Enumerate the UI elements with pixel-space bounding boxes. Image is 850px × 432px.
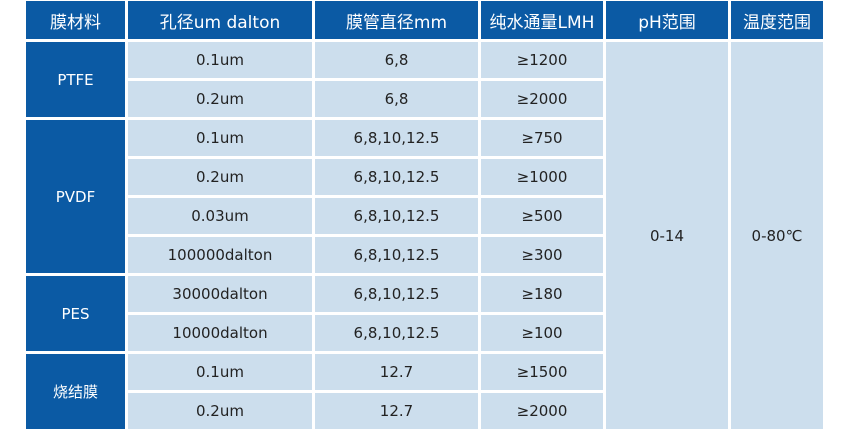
flux-cell: ≥750 bbox=[481, 120, 603, 156]
flux-cell: ≥500 bbox=[481, 198, 603, 234]
tube-diameter-cell: 6,8,10,12.5 bbox=[315, 120, 478, 156]
material-cell: 烧结膜 bbox=[26, 354, 125, 429]
flux-cell: ≥1200 bbox=[481, 42, 603, 78]
membrane-spec-table: 膜材料 孔径um dalton 膜管直径mm 纯水通量LMH pH范围 温度范围 PTFE… bbox=[23, 0, 826, 432]
tube-diameter-cell: 6,8,10,12.5 bbox=[315, 198, 478, 234]
table-row: 烧结膜 0.1um 12.7 ≥1500 bbox=[26, 354, 823, 429]
flux-cell: ≥180 bbox=[481, 276, 603, 312]
table-row: PES 30000dalton 6,8,10,12.5 ≥180 bbox=[26, 276, 823, 351]
material-cell: PES bbox=[26, 276, 125, 351]
pore-size-cell: 100000dalton bbox=[128, 237, 312, 273]
table-row: 100000dalton 6,8,10,12.5 ≥300 bbox=[26, 237, 823, 273]
pore-size-cell: 0.1um bbox=[128, 354, 312, 390]
pore-size-cell: 0.1um bbox=[128, 42, 312, 78]
table-row: PVDF 0.1um 6,8,10,12.5 ≥750 bbox=[26, 120, 823, 273]
material-cell: PVDF bbox=[26, 120, 125, 273]
column-header: 温度范围 bbox=[731, 1, 823, 39]
tube-diameter-cell: 6,8,10,12.5 bbox=[315, 315, 478, 351]
column-header: 膜材料 bbox=[26, 1, 125, 39]
table-row: 0.2um 6,8,10,12.5 ≥1000 bbox=[26, 159, 823, 195]
flux-cell: ≥2000 bbox=[481, 81, 603, 117]
pore-size-cell: 0.1um bbox=[128, 120, 312, 156]
pore-size-cell: 30000dalton bbox=[128, 276, 312, 312]
table-row: 10000dalton 6,8,10,12.5 ≥100 bbox=[26, 315, 823, 351]
material-cell: PTFE bbox=[26, 42, 125, 117]
column-header: 孔径um dalton bbox=[128, 1, 312, 39]
tube-diameter-cell: 6,8,10,12.5 bbox=[315, 159, 478, 195]
tube-diameter-cell: 6,8 bbox=[315, 81, 478, 117]
pore-size-cell: 0.2um bbox=[128, 159, 312, 195]
table-row: 0.2um 12.7 ≥2000 bbox=[26, 393, 823, 429]
temp-range-cell: 0-80℃ bbox=[731, 42, 823, 429]
flux-cell: ≥2000 bbox=[481, 393, 603, 429]
tube-diameter-cell: 6,8,10,12.5 bbox=[315, 237, 478, 273]
column-header: 膜管直径mm bbox=[315, 1, 478, 39]
flux-cell: ≥100 bbox=[481, 315, 603, 351]
flux-cell: ≥1000 bbox=[481, 159, 603, 195]
column-header: pH范围 bbox=[606, 1, 728, 39]
table-row: 0.03um 6,8,10,12.5 ≥500 bbox=[26, 198, 823, 234]
pore-size-cell: 0.03um bbox=[128, 198, 312, 234]
tube-diameter-cell: 12.7 bbox=[315, 354, 478, 390]
pore-size-cell: 0.2um bbox=[128, 81, 312, 117]
flux-cell: ≥1500 bbox=[481, 354, 603, 390]
flux-cell: ≥300 bbox=[481, 237, 603, 273]
tube-diameter-cell: 6,8 bbox=[315, 42, 478, 78]
tube-diameter-cell: 6,8,10,12.5 bbox=[315, 276, 478, 312]
pore-size-cell: 10000dalton bbox=[128, 315, 312, 351]
pore-size-cell: 0.2um bbox=[128, 393, 312, 429]
table-row: PTFE 0.1um 6,8 ≥1200 0-14 0-80℃ bbox=[26, 42, 823, 429]
ph-range-cell: 0-14 bbox=[606, 42, 728, 429]
column-header: 纯水通量LMH bbox=[481, 1, 603, 39]
table-row: 0.2um 6,8 ≥2000 bbox=[26, 81, 823, 117]
tube-diameter-cell: 12.7 bbox=[315, 393, 478, 429]
